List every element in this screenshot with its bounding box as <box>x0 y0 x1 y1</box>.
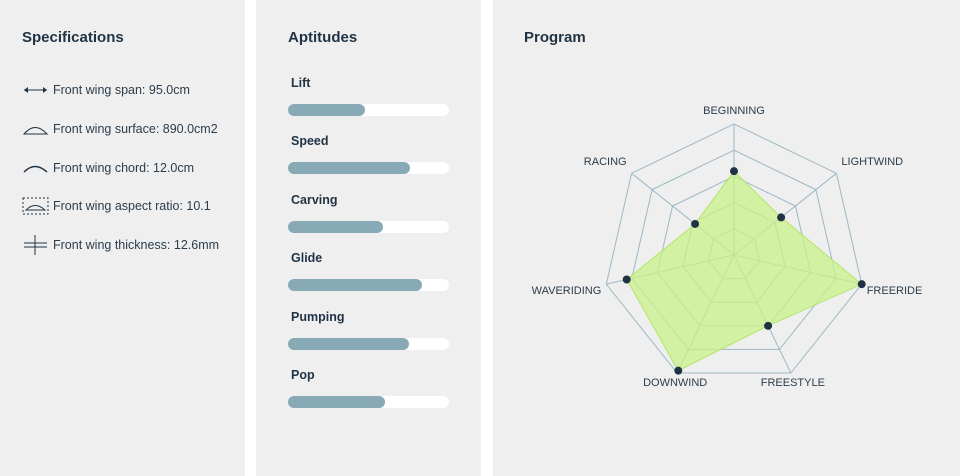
bar-track <box>288 162 449 175</box>
surface-icon <box>22 127 49 135</box>
specifications-panel: Specifications Front wing span: 95.0cm F… <box>0 0 245 476</box>
data-point <box>674 366 683 375</box>
axis-label: FREERIDE <box>867 285 923 297</box>
axis-label: WAVERIDING <box>532 285 602 297</box>
panel-title: Aptitudes <box>288 29 358 46</box>
axis-label: FREESTYLE <box>761 377 825 389</box>
program-panel: Program BEGINNING LIGHTWIND FREERIDE FREEST… <box>493 0 960 476</box>
bar-track <box>288 279 449 292</box>
aptitude-label: Lift <box>291 76 311 90</box>
aptitudes-panel: Aptitudes Lift Speed Carving Glide Pumping Po… <box>256 0 481 476</box>
bar-track <box>288 220 449 233</box>
spec-item: Front wing aspect ratio: 10.1 <box>22 196 211 216</box>
spec-item: Front wing surface: 890.0cm2 <box>22 119 218 139</box>
bar <box>288 396 385 408</box>
spec-text: Front wing chord: 12.0cm <box>53 161 195 175</box>
data-point <box>777 213 786 222</box>
spec-item: Front wing chord: 12.0cm <box>22 158 194 178</box>
spec-text: Front wing thickness: 12.6mm <box>53 238 220 252</box>
grid-ring <box>631 149 837 350</box>
spec-text: Front wing aspect ratio: 10.1 <box>53 199 211 213</box>
panel-title: Specifications <box>22 29 124 46</box>
axis-label: RACING <box>584 156 627 168</box>
spec-text: Front wing surface: 890.0cm2 <box>53 122 218 136</box>
radar-area <box>626 170 863 372</box>
aptitude-label: Carving <box>291 192 338 207</box>
bar-track <box>288 396 449 408</box>
chord-icon <box>23 165 48 173</box>
bar <box>288 337 409 350</box>
axis-label: DOWNWIND <box>643 377 707 389</box>
data-point <box>622 275 631 284</box>
aptitude-label: Pop <box>291 368 315 382</box>
span-icon <box>24 87 47 93</box>
bar <box>288 104 366 116</box>
aptitude-label: Pumping <box>291 309 345 324</box>
radar-chart: BEGINNING LIGHTWIND FREERIDE FREESTYLE DOWNW… <box>532 105 923 389</box>
data-point <box>857 280 866 289</box>
bar <box>288 279 422 292</box>
data-point <box>764 321 773 330</box>
thickness-icon <box>24 235 47 255</box>
data-point <box>730 167 738 176</box>
bar <box>288 162 411 175</box>
spec-text: Front wing span: 95.0cm <box>53 83 190 97</box>
axis-label: LIGHTWIND <box>841 156 903 168</box>
axis-label: BEGINNING <box>703 105 765 117</box>
aptitude-label: Speed <box>291 134 329 149</box>
data-point <box>691 219 700 228</box>
spec-item: Front wing span: 95.0cm <box>22 80 190 100</box>
spec-item: Front wing thickness: 12.6mm <box>22 235 219 255</box>
panel-title: Program <box>524 29 586 46</box>
aspect-icon <box>22 197 49 215</box>
aptitude-label: Glide <box>291 251 323 266</box>
bar-track <box>288 104 449 116</box>
bar-track <box>288 337 449 350</box>
grid-ring <box>605 123 863 374</box>
bar <box>288 220 383 233</box>
